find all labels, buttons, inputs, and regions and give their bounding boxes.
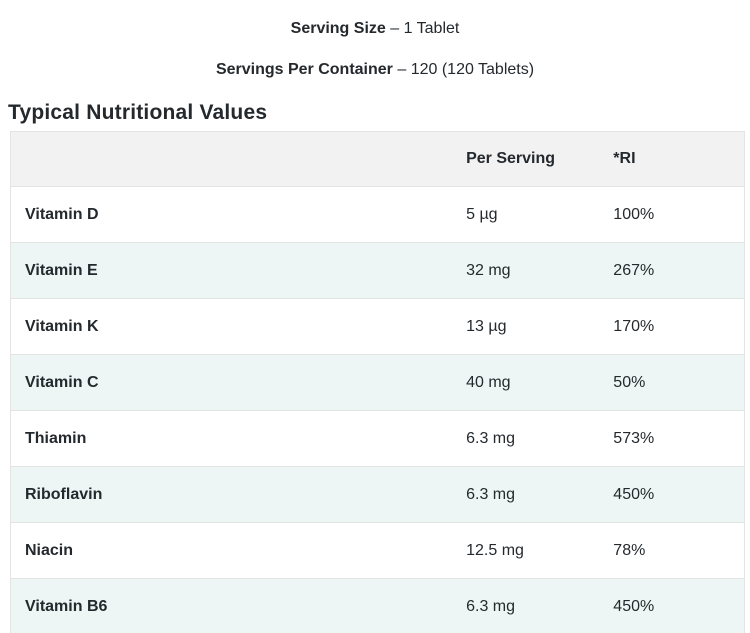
table-row: Vitamin B6 6.3 mg 450%	[10, 578, 746, 633]
cell-per-serving: 13 µg	[466, 298, 614, 355]
cell-nutrient-name: Vitamin C	[10, 354, 467, 411]
cell-per-serving: 6.3 mg	[466, 466, 614, 523]
table-row: Vitamin D 5 µg 100%	[10, 186, 746, 243]
section-title: Typical Nutritional Values	[8, 101, 268, 124]
column-header-ri: *RI	[613, 131, 746, 187]
cell-per-serving: 32 mg	[466, 242, 614, 299]
cell-ri: 170%	[613, 298, 746, 355]
table-row: Riboflavin 6.3 mg 450%	[10, 466, 746, 523]
cell-nutrient-name: Vitamin B6	[10, 578, 467, 633]
cell-nutrient-name: Vitamin E	[10, 242, 467, 299]
cell-per-serving: 40 mg	[466, 354, 614, 411]
cell-nutrient-name: Riboflavin	[10, 466, 467, 523]
servings-per-container-value: – 120 (120 Tablets)	[397, 61, 535, 78]
cell-nutrient-name: Niacin	[10, 522, 467, 579]
cell-per-serving: 12.5 mg	[466, 522, 614, 579]
cell-ri: 50%	[613, 354, 746, 411]
cell-nutrient-name: Vitamin D	[10, 186, 467, 243]
table-row: Niacin 12.5 mg 78%	[10, 522, 746, 579]
cell-ri: 450%	[613, 578, 746, 633]
nutrition-table: Per Serving *RI Vitamin D 5 µg 100% Vita…	[10, 131, 746, 633]
serving-size-line: Serving Size – 1 Tablet	[0, 0, 750, 37]
serving-size-label: Serving Size	[290, 20, 386, 37]
column-header-per-serving: Per Serving	[466, 131, 614, 187]
cell-per-serving: 5 µg	[466, 186, 614, 243]
cell-ri: 78%	[613, 522, 746, 579]
table-row: Thiamin 6.3 mg 573%	[10, 410, 746, 467]
table-row: Vitamin C 40 mg 50%	[10, 354, 746, 411]
nutrition-table-body: Vitamin D 5 µg 100% Vitamin E 32 mg 267%…	[10, 186, 746, 633]
table-header-row: Per Serving *RI	[10, 131, 746, 187]
servings-per-container-line: Servings Per Container – 120 (120 Tablet…	[0, 37, 750, 78]
servings-per-container-label: Servings Per Container	[215, 61, 393, 78]
cell-ri: 573%	[613, 410, 746, 467]
column-header-nutrient	[10, 131, 467, 187]
cell-nutrient-name: Vitamin K	[10, 298, 467, 355]
cell-nutrient-name: Thiamin	[10, 410, 467, 467]
cell-per-serving: 6.3 mg	[466, 410, 614, 467]
cell-ri: 100%	[613, 186, 746, 243]
serving-size-value: – 1 Tablet	[390, 20, 460, 37]
cell-per-serving: 6.3 mg	[466, 578, 614, 633]
cell-ri: 450%	[613, 466, 746, 523]
table-row: Vitamin K 13 µg 170%	[10, 298, 746, 355]
cell-ri: 267%	[613, 242, 746, 299]
table-row: Vitamin E 32 mg 267%	[10, 242, 746, 299]
